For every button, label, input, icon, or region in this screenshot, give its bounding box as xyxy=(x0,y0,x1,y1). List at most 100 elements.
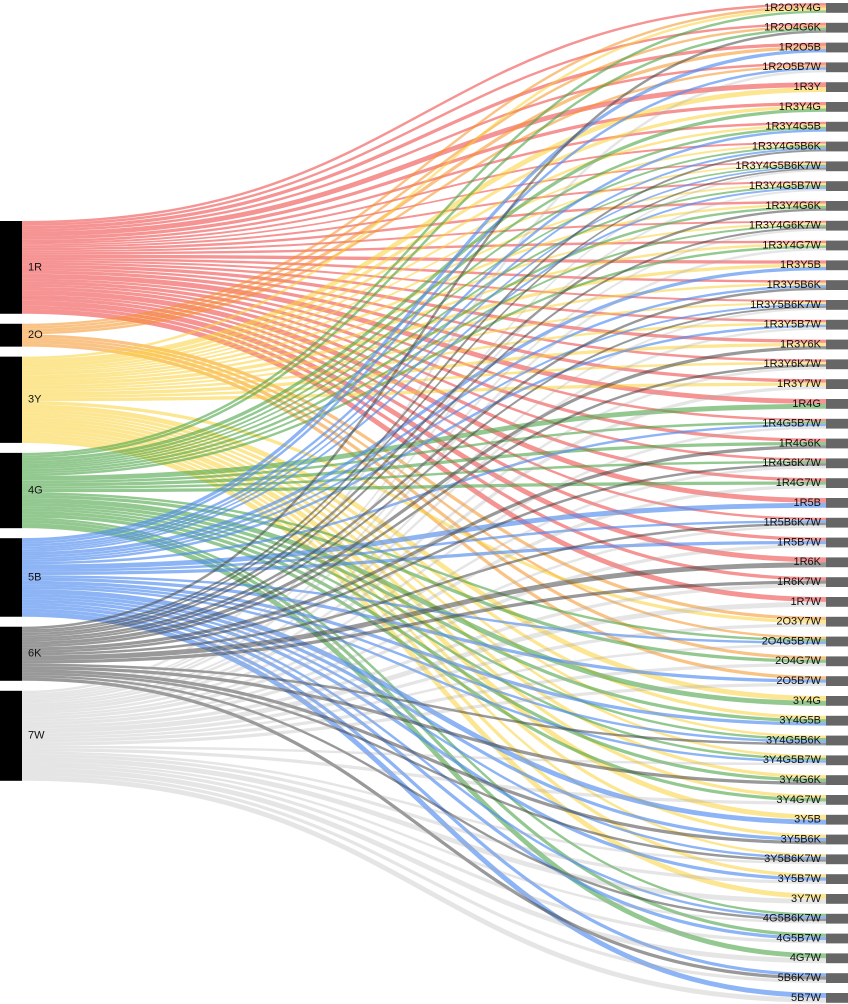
target-node-4G5B6K7W[interactable] xyxy=(826,913,848,924)
flow-6K-to-1R3Y4G6K7W[interactable] xyxy=(21,226,827,638)
target-node-1R3Y4G5B6K[interactable] xyxy=(826,141,848,152)
flow-3Y-to-1R3Y4G5B6K[interactable] xyxy=(21,143,827,372)
flow-4G-to-1R3Y4G5B6K7W[interactable] xyxy=(21,164,827,468)
flow-5B-to-1R3Y4G5B6K7W[interactable] xyxy=(21,166,827,550)
target-node-3Y5B6K[interactable] xyxy=(826,834,848,845)
flow-1R-to-1R3Y4G[interactable] xyxy=(21,101,827,240)
flow-6K-to-1R3Y6K[interactable] xyxy=(21,346,827,645)
target-node-1R5B7W[interactable] xyxy=(826,537,848,548)
flow-6K-to-3Y4G6K[interactable] xyxy=(21,666,827,786)
flow-7W-to-4G5B7W[interactable] xyxy=(21,764,827,944)
flow-7W-to-3Y7W[interactable] xyxy=(21,757,827,904)
source-node-6K[interactable] xyxy=(0,626,22,681)
flow-6K-to-1R6K[interactable] xyxy=(21,562,827,661)
flow-4G-to-1R3Y4G7W[interactable] xyxy=(21,245,827,476)
flow-3Y-to-3Y4G5B7W[interactable] xyxy=(21,415,827,758)
flow-2O-to-1R2O5B7W[interactable] xyxy=(21,64,827,335)
target-node-3Y4G7W[interactable] xyxy=(826,795,848,805)
flow-5B-to-2O5B7W[interactable] xyxy=(21,577,827,683)
target-node-3Y5B6K7W[interactable] xyxy=(826,854,848,865)
flow-6K-to-3Y4G5B6K[interactable] xyxy=(21,663,827,746)
target-node-1R3Y7W[interactable] xyxy=(826,379,848,389)
target-node-1R2O5B[interactable] xyxy=(826,42,848,53)
flow-3Y-to-3Y4G6K[interactable] xyxy=(21,417,827,779)
flow-7W-to-1R4G6K7W[interactable] xyxy=(21,465,827,717)
target-node-3Y7W[interactable] xyxy=(826,894,848,904)
target-node-3Y4G5B6K[interactable] xyxy=(826,735,848,746)
flow-5B-to-1R2O5B7W[interactable] xyxy=(21,67,827,544)
flow-7W-to-5B7W[interactable] xyxy=(21,775,827,1003)
target-node-1R3Y6K[interactable] xyxy=(826,339,848,350)
flow-7W-to-1R5B6K7W[interactable] xyxy=(21,525,827,723)
flow-3Y-to-1R3Y5B[interactable] xyxy=(21,263,827,386)
flow-5B-to-1R3Y4G5B6K[interactable] xyxy=(21,147,827,549)
flow-1R-to-1R3Y5B7W[interactable] xyxy=(21,262,827,323)
source-node-2O[interactable] xyxy=(0,323,22,347)
target-node-1R3Y4G[interactable] xyxy=(826,102,848,112)
flow-5B-to-1R3Y5B7W[interactable] xyxy=(21,324,827,563)
target-node-1R2O3Y4G[interactable] xyxy=(826,3,848,13)
flow-3Y-to-3Y7W[interactable] xyxy=(21,437,827,899)
target-node-1R2O5B7W[interactable] xyxy=(826,62,848,73)
flow-6K-to-4G5B6K7W[interactable] xyxy=(21,675,827,922)
flow-7W-to-1R2O5B7W[interactable] xyxy=(21,69,827,694)
flow-3Y-to-1R3Y4G5B[interactable] xyxy=(21,124,827,370)
flow-3Y-to-1R3Y4G6K[interactable] xyxy=(21,203,827,378)
flow-1R-to-1R3Y5B[interactable] xyxy=(21,254,827,264)
flow-1R-to-1R3Y4G5B7W[interactable] xyxy=(21,181,827,248)
target-node-2O5B7W[interactable] xyxy=(826,676,848,686)
flow-6K-to-1R3Y5B6K[interactable] xyxy=(21,287,827,640)
flow-1R-to-1R3Y[interactable] xyxy=(21,82,827,237)
target-node-5B6K7W[interactable] xyxy=(826,973,848,983)
target-node-3Y4G5B[interactable] xyxy=(826,715,848,726)
flow-7W-to-1R3Y7W[interactable] xyxy=(21,385,827,712)
source-node-7W[interactable] xyxy=(0,690,22,781)
flow-7W-to-1R7W[interactable] xyxy=(21,601,827,734)
target-node-1R4G6K[interactable] xyxy=(826,438,848,449)
flow-5B-to-1R3Y4G5B[interactable] xyxy=(21,129,827,547)
target-node-1R3Y4G5B6K7W[interactable] xyxy=(826,161,848,172)
flow-7W-to-4G7W[interactable] xyxy=(21,767,827,964)
target-node-1R4G5B7W[interactable] xyxy=(826,418,848,429)
flow-1R-to-1R4G7W[interactable] xyxy=(21,286,827,482)
flow-7W-to-1R3Y5B6K7W[interactable] xyxy=(21,307,827,704)
flow-3Y-to-1R3Y5B6K[interactable] xyxy=(21,282,827,388)
target-node-1R3Y4G6K7W[interactable] xyxy=(826,220,848,231)
flow-6K-to-1R3Y4G6K[interactable] xyxy=(21,208,827,636)
flow-7W-to-1R4G7W[interactable] xyxy=(21,484,827,720)
target-node-1R5B6K7W[interactable] xyxy=(826,517,848,528)
flow-3Y-to-2O3Y7W[interactable] xyxy=(21,401,827,624)
target-node-1R3Y4G7W[interactable] xyxy=(826,240,848,251)
flow-1R-to-1R2O4G6K[interactable] xyxy=(21,22,827,226)
target-node-1R3Y5B6K7W[interactable] xyxy=(826,300,848,310)
flow-5B-to-1R5B[interactable] xyxy=(21,502,827,570)
flow-1R-to-1R2O3Y4G[interactable] xyxy=(21,2,827,224)
target-node-1R4G[interactable] xyxy=(826,399,848,409)
flow-6K-to-1R4G6K7W[interactable] xyxy=(21,463,827,654)
target-node-1R3Y4G6K[interactable] xyxy=(826,201,848,211)
target-node-5B7W[interactable] xyxy=(826,993,848,1003)
flow-5B-to-3Y4G5B7W[interactable] xyxy=(21,586,827,763)
flow-7W-to-1R4G5B7W[interactable] xyxy=(21,426,827,714)
source-node-4G[interactable] xyxy=(0,452,22,529)
flow-7W-to-1R3Y4G5B6K7W[interactable] xyxy=(21,169,827,695)
source-node-1R[interactable] xyxy=(0,221,22,314)
target-node-3Y5B[interactable] xyxy=(826,814,848,825)
flow-3Y-to-1R2O3Y4G[interactable] xyxy=(21,7,827,360)
flow-4G-to-1R3Y4G5B7W[interactable] xyxy=(21,185,827,470)
target-node-1R6K7W[interactable] xyxy=(826,577,848,587)
flow-3Y-to-1R3Y4G[interactable] xyxy=(21,105,827,368)
flow-6K-to-1R3Y5B6K7W[interactable] xyxy=(21,305,827,642)
flow-6K-to-1R2O4G6K[interactable] xyxy=(21,30,827,630)
flow-7W-to-1R3Y5B7W[interactable] xyxy=(21,327,827,706)
flow-4G-to-2O4G7W[interactable] xyxy=(21,494,827,663)
target-node-3Y4G6K[interactable] xyxy=(826,775,848,785)
flow-4G-to-1R4G7W[interactable] xyxy=(21,481,827,493)
flow-6K-to-1R3Y6K7W[interactable] xyxy=(21,364,827,648)
flow-7W-to-1R3Y4G7W[interactable] xyxy=(21,247,827,702)
target-node-1R3Y5B[interactable] xyxy=(826,260,848,271)
flow-5B-to-1R3Y5B[interactable] xyxy=(21,266,827,556)
flow-5B-to-5B6K7W[interactable] xyxy=(21,608,827,977)
target-node-2O4G5B7W[interactable] xyxy=(826,636,848,647)
target-node-1R5B[interactable] xyxy=(826,498,848,508)
